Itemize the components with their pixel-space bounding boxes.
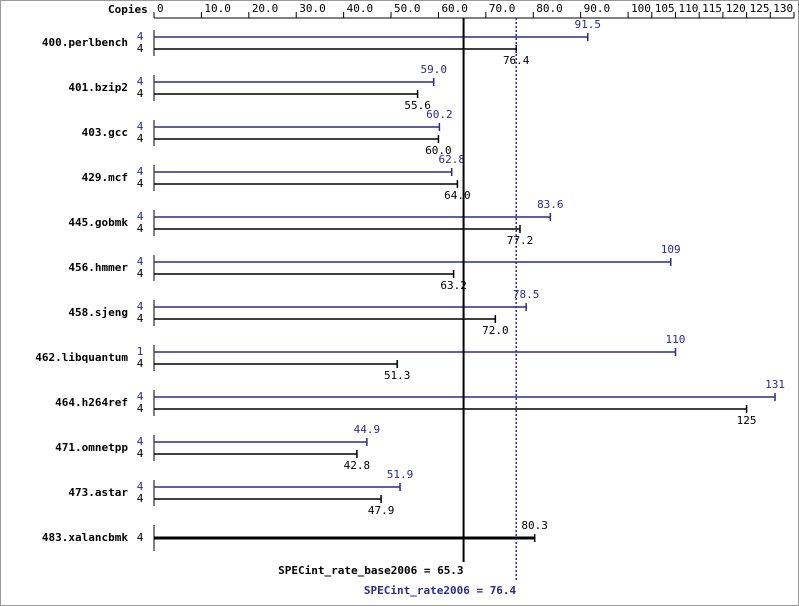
copies-label: 4 — [137, 132, 144, 145]
category-label: 464.h264ref — [55, 396, 128, 409]
value-label: 62.8 — [438, 153, 465, 166]
x-tick-label: 115 — [702, 2, 722, 15]
copies-label: 4 — [137, 492, 144, 505]
x-tick-label: 130 — [773, 2, 793, 15]
value-label: 60.0 — [425, 144, 452, 157]
x-tick-label: 60.0 — [441, 2, 468, 15]
value-label: 78.5 — [513, 288, 540, 301]
value-label: 42.8 — [344, 459, 371, 472]
value-label: 125 — [737, 414, 757, 427]
copies-label: 4 — [137, 222, 144, 235]
copies-label: 4 — [137, 267, 144, 280]
copies-label: 4 — [137, 165, 144, 178]
value-label: 110 — [666, 333, 686, 346]
copies-label: 4 — [137, 42, 144, 55]
copies-label: 4 — [137, 30, 144, 43]
copies-label: 4 — [137, 300, 144, 313]
value-label: 63.2 — [440, 279, 467, 292]
copies-label: 4 — [137, 312, 144, 325]
value-label: 51.9 — [387, 468, 414, 481]
copies-label: 4 — [137, 255, 144, 268]
axis-title: Copies — [108, 3, 148, 16]
value-label: 80.3 — [521, 519, 548, 532]
category-label: 473.astar — [68, 486, 128, 499]
copies-label: 1 — [137, 345, 144, 358]
x-tick-label: 80.0 — [536, 2, 563, 15]
value-label: 77.2 — [507, 234, 534, 247]
value-label: 60.2 — [426, 108, 453, 121]
value-label: 51.3 — [384, 369, 411, 382]
copies-label: 4 — [137, 177, 144, 190]
value-label: 72.0 — [482, 324, 509, 337]
x-tick-label: 50.0 — [394, 2, 421, 15]
copies-label: 4 — [137, 357, 144, 370]
category-label: 462.libquantum — [35, 351, 128, 364]
x-tick-label: 10.0 — [204, 2, 231, 15]
x-tick-label: 105 — [655, 2, 675, 15]
value-label: 64.0 — [444, 189, 471, 202]
x-tick-label: 135 — [797, 2, 799, 15]
copies-label: 4 — [137, 75, 144, 88]
category-label: 471.omnetpp — [55, 441, 128, 454]
category-label: 458.sjeng — [68, 306, 128, 319]
x-tick-label: 40.0 — [347, 2, 374, 15]
category-label: 400.perlbench — [42, 36, 128, 49]
value-label: 55.6 — [404, 99, 431, 112]
category-label: 456.hmmer — [68, 261, 128, 274]
value-label: 131 — [765, 378, 785, 391]
copies-label: 4 — [137, 435, 144, 448]
copies-label: 4 — [137, 87, 144, 100]
x-tick-label: 125 — [750, 2, 770, 15]
copies-label: 4 — [137, 210, 144, 223]
copies-label: 4 — [137, 480, 144, 493]
value-label: 44.9 — [354, 423, 381, 436]
copies-label: 4 — [137, 120, 144, 133]
copies-label: 4 — [137, 390, 144, 403]
reference-label: SPECint_rate2006 = 76.4 — [364, 584, 517, 597]
value-label: 76.4 — [503, 54, 530, 67]
value-label: 109 — [661, 243, 681, 256]
copies-label: 4 — [137, 531, 144, 544]
value-label: 59.0 — [420, 63, 447, 76]
x-tick-label: 0 — [157, 2, 164, 15]
copies-label: 4 — [137, 402, 144, 415]
value-label: 83.6 — [537, 198, 564, 211]
value-label: 91.5 — [575, 18, 602, 31]
category-label: 483.xalancbmk — [42, 531, 128, 544]
x-tick-label: 90.0 — [584, 2, 611, 15]
category-label: 403.gcc — [82, 126, 128, 139]
x-tick-label: 120 — [726, 2, 746, 15]
category-label: 445.gobmk — [68, 216, 128, 229]
copies-label: 4 — [137, 447, 144, 460]
value-label: 47.9 — [368, 504, 395, 517]
x-tick-label: 20.0 — [252, 2, 279, 15]
category-label: 429.mcf — [82, 171, 128, 184]
x-tick-label: 110 — [678, 2, 698, 15]
x-tick-label: 70.0 — [489, 2, 515, 15]
x-tick-label: 30.0 — [299, 2, 326, 15]
x-tick-label: 100 — [631, 2, 651, 15]
reference-label: SPECint_rate_base2006 = 65.3 — [278, 564, 463, 577]
category-label: 401.bzip2 — [68, 81, 128, 94]
